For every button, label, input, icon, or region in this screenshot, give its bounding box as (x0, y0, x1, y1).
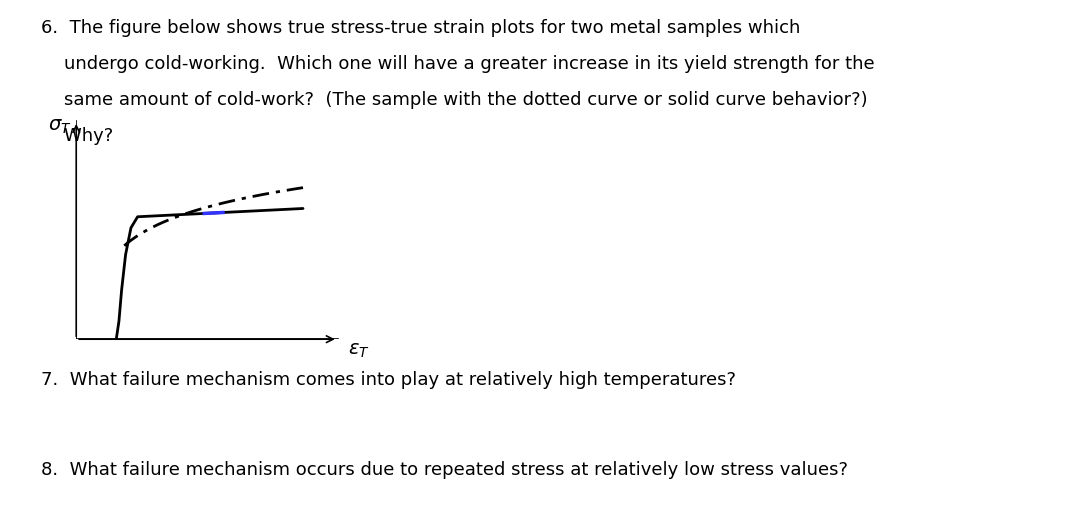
Text: 6.  The figure below shows true stress-true strain plots for two metal samples w: 6. The figure below shows true stress-tr… (41, 19, 800, 37)
Text: $\sigma_T$: $\sigma_T$ (48, 117, 72, 136)
Text: $\varepsilon_T$: $\varepsilon_T$ (348, 341, 370, 360)
Text: undergo cold-working.  Which one will have a greater increase in its yield stren: undergo cold-working. Which one will hav… (41, 55, 874, 73)
Text: 8.  What failure mechanism occurs due to repeated stress at relatively low stres: 8. What failure mechanism occurs due to … (41, 461, 848, 479)
Text: same amount of cold-work?  (The sample with the dotted curve or solid curve beha: same amount of cold-work? (The sample wi… (41, 91, 868, 109)
Text: 7.  What failure mechanism comes into play at relatively high temperatures?: 7. What failure mechanism comes into pla… (41, 371, 736, 389)
Text: Why?: Why? (41, 127, 113, 145)
